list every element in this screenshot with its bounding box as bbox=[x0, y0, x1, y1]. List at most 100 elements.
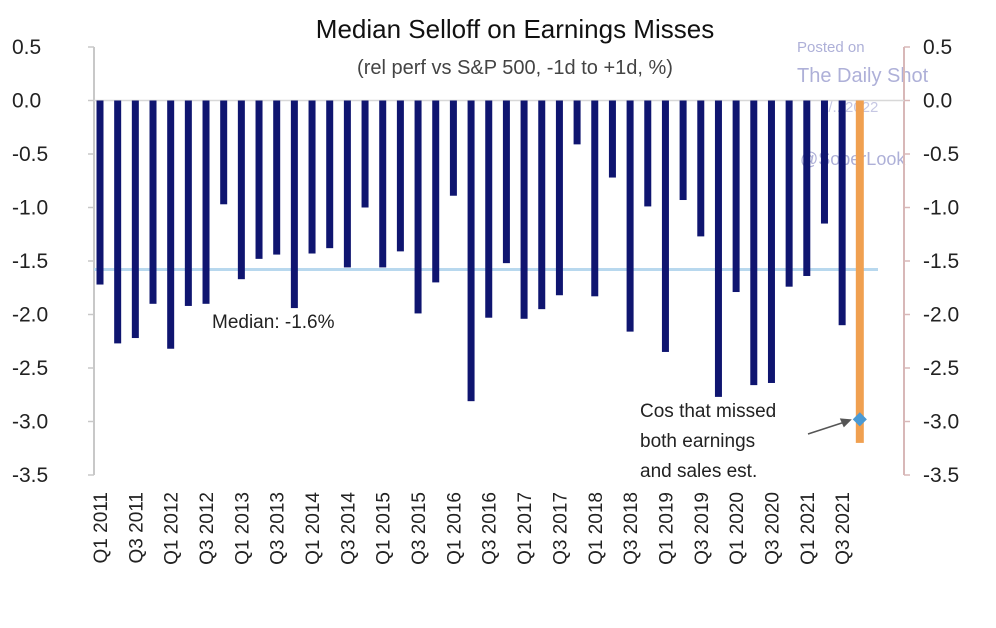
bar bbox=[202, 100, 210, 304]
y-tick-label-right: -2.5 bbox=[923, 357, 959, 380]
y-tick-label-right: 0.5 bbox=[923, 36, 952, 59]
bar bbox=[432, 100, 440, 283]
x-tick-label: Q1 2015 bbox=[374, 492, 395, 565]
x-axis-labels: Q1 2011 Q3 2011 Q1 2012 Q3 2012 Q1 2013 Q3 20… bbox=[91, 492, 854, 565]
y-tick-label-left: -3.5 bbox=[12, 464, 48, 487]
chart-subtitle: (rel perf vs S&P 500, -1d to +1d, %) bbox=[357, 57, 673, 79]
bar bbox=[608, 100, 616, 178]
x-tick-label: Q3 2017 bbox=[550, 492, 571, 565]
highlight-point bbox=[852, 412, 867, 427]
bar bbox=[838, 100, 846, 326]
chart-title: Median Selloff on Earnings Misses bbox=[316, 14, 714, 44]
y-tick-label-left: -1.0 bbox=[12, 197, 48, 220]
x-tick-label: Q3 2020 bbox=[762, 492, 783, 565]
bar bbox=[485, 100, 493, 318]
x-tick-label: Q3 2014 bbox=[338, 492, 359, 565]
bar bbox=[361, 100, 369, 208]
y-tick-label-right: -2.0 bbox=[923, 304, 959, 327]
bar bbox=[149, 100, 157, 304]
x-tick-label: Q1 2020 bbox=[727, 492, 748, 565]
bar bbox=[502, 100, 510, 264]
highlight-bar bbox=[855, 100, 864, 443]
y-tick-label-left: -3.0 bbox=[12, 411, 48, 434]
annotation-line: and sales est. bbox=[640, 461, 757, 482]
highlight-group: Cos that missed both earnings and sales es… bbox=[640, 100, 867, 482]
watermark-posted-on: Posted on bbox=[797, 39, 865, 56]
x-tick-label: Q1 2011 bbox=[91, 492, 112, 563]
bar bbox=[573, 100, 581, 145]
bar bbox=[114, 100, 122, 344]
y-tick-label-right: -1.0 bbox=[923, 197, 959, 220]
bar bbox=[697, 100, 705, 237]
bar bbox=[96, 100, 104, 285]
bar bbox=[396, 100, 404, 252]
bar bbox=[767, 100, 775, 383]
x-tick-label: Q1 2016 bbox=[444, 492, 465, 565]
watermark-date: 1/...2022 bbox=[820, 99, 878, 116]
bar bbox=[626, 100, 634, 332]
bar bbox=[379, 100, 387, 268]
bar bbox=[644, 100, 652, 207]
bar bbox=[538, 100, 546, 310]
annotation-arrowhead bbox=[839, 418, 852, 428]
x-tick-label: Q1 2013 bbox=[232, 492, 253, 565]
x-tick-label: Q3 2016 bbox=[480, 492, 501, 565]
bar bbox=[714, 100, 722, 397]
bar bbox=[131, 100, 139, 339]
bar bbox=[679, 100, 687, 201]
y-tick-label-right: -3.0 bbox=[923, 411, 959, 434]
bar bbox=[326, 100, 334, 249]
axes: 0.5 0.5 0.0 0.0 -0.5 -0.5 -1.0 -1.0 -1.5 -1.5 -2.0… bbox=[12, 36, 959, 487]
annotation-line: Cos that missed bbox=[640, 401, 776, 422]
y-tick-label-left: -2.5 bbox=[12, 357, 48, 380]
bar bbox=[308, 100, 316, 254]
bar bbox=[449, 100, 457, 196]
y-tick-label-left: 0.0 bbox=[12, 90, 41, 113]
x-tick-label: Q3 2021 bbox=[833, 492, 854, 565]
x-tick-label: Q1 2018 bbox=[586, 492, 607, 565]
y-tick-label-left: -2.0 bbox=[12, 304, 48, 327]
y-tick-label-left: 0.5 bbox=[12, 36, 41, 59]
bar bbox=[591, 100, 599, 297]
y-tick-label-right: -0.5 bbox=[923, 143, 959, 166]
bar bbox=[290, 100, 298, 309]
bar bbox=[555, 100, 563, 296]
y-tick-label-right: -1.5 bbox=[923, 250, 959, 273]
bar bbox=[167, 100, 175, 349]
x-tick-label: Q3 2018 bbox=[621, 492, 642, 565]
bar bbox=[661, 100, 669, 352]
bar bbox=[343, 100, 351, 268]
x-tick-label: Q1 2019 bbox=[656, 492, 677, 565]
bar bbox=[803, 100, 811, 276]
annotation-line: both earnings bbox=[640, 431, 755, 452]
y-tick-label-left: -0.5 bbox=[12, 143, 48, 166]
bar bbox=[184, 100, 192, 306]
bar bbox=[732, 100, 740, 293]
bar bbox=[520, 100, 528, 319]
x-tick-label: Q3 2012 bbox=[197, 492, 218, 565]
bar bbox=[414, 100, 422, 314]
x-tick-label: Q1 2021 bbox=[798, 492, 819, 565]
bar bbox=[255, 100, 263, 259]
median-label: Median: -1.6% bbox=[212, 312, 335, 333]
x-tick-label: Q3 2011 bbox=[126, 492, 147, 563]
x-tick-label: Q1 2014 bbox=[303, 492, 324, 565]
bar bbox=[467, 100, 475, 402]
watermark-handle: @SoberLook bbox=[800, 149, 906, 169]
bar bbox=[220, 100, 228, 205]
bar bbox=[237, 100, 245, 280]
y-tick-label-left: -1.5 bbox=[12, 250, 48, 273]
bar bbox=[750, 100, 758, 386]
x-tick-label: Q1 2017 bbox=[515, 492, 536, 565]
bars bbox=[96, 100, 846, 402]
y-tick-label-right: -3.5 bbox=[923, 464, 959, 487]
watermark-daily-shot: The Daily Shot bbox=[797, 65, 929, 87]
x-tick-label: Q3 2019 bbox=[692, 492, 713, 565]
x-tick-label: Q1 2012 bbox=[162, 492, 183, 565]
x-tick-label: Q3 2013 bbox=[268, 492, 289, 565]
x-tick-label: Q3 2015 bbox=[409, 492, 430, 565]
y-tick-label-right: 0.0 bbox=[923, 90, 952, 113]
bar bbox=[273, 100, 281, 255]
bar bbox=[820, 100, 828, 224]
